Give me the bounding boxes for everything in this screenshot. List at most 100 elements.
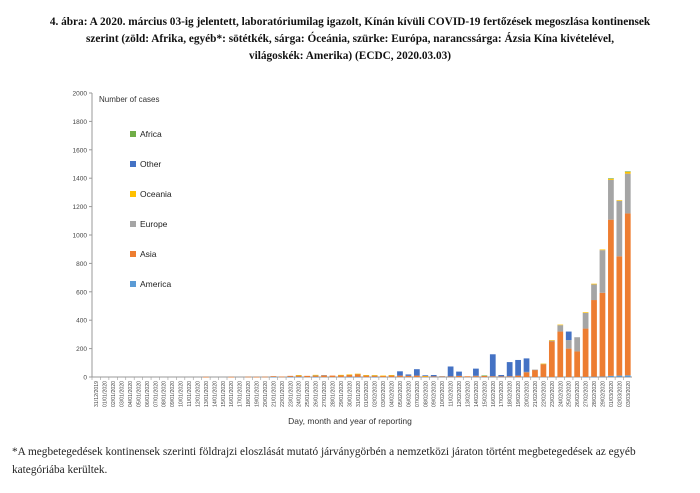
bar-segment-asia [262, 376, 268, 378]
bar-segment-oceania [540, 363, 547, 365]
bar-segment-oceania [354, 373, 361, 375]
y-tick-label: 400 [76, 318, 87, 325]
bar-segment-asia [253, 376, 260, 378]
bar-segment-europe [624, 173, 631, 214]
bar-segment-asia [624, 213, 631, 376]
x-axis-label: Day, month and year of reporting [288, 416, 412, 426]
bar-segment-africa [608, 178, 614, 179]
bar-segment-america [591, 376, 597, 378]
x-tick-label: 31/01/2020 [356, 381, 362, 407]
bar-segment-asia [304, 375, 311, 377]
x-tick-label: 11/01/2020 [187, 381, 193, 407]
x-tick-label: 08/02/2020 [423, 381, 429, 407]
x-tick-label: 22/02/2020 [541, 381, 547, 407]
bar-segment-oceania [548, 340, 555, 341]
x-tick-label: 13/02/2020 [465, 381, 471, 407]
x-tick-label: 30/01/2020 [347, 381, 353, 407]
bar-segment-oceania [312, 374, 319, 376]
x-tick-label: 20/01/2020 [263, 381, 269, 407]
bar-segment-oceania [363, 375, 370, 376]
x-tick-label: 15/01/2020 [221, 381, 227, 407]
bar-segment-asia [591, 300, 597, 377]
bar-segment-america [624, 375, 631, 377]
y-tick-label: 1200 [73, 204, 88, 211]
bar-segment-oceania [295, 375, 302, 376]
bar-segment-oceania [591, 283, 597, 285]
x-tick-label: 21/01/2020 [271, 381, 277, 407]
bar-segment-asia [397, 375, 403, 377]
bar-segment-america [312, 376, 319, 378]
x-tick-label: 17/02/2020 [499, 381, 505, 407]
x-tick-label: 16/01/2020 [229, 381, 235, 407]
legend-swatch [130, 281, 136, 287]
bar-segment-asia [456, 375, 462, 377]
bar-segment-europe [312, 375, 319, 376]
caption-line-3: világoskék: Amerika) (ECDC, 2020.03.03) [248, 50, 452, 62]
bar-segment-asia [582, 328, 589, 377]
legend-swatch [130, 161, 136, 167]
y-tick-label: 1400 [73, 176, 88, 183]
y-tick-label: 1600 [73, 147, 88, 154]
bar-segment-america [295, 376, 302, 378]
bar-segment-asia [287, 375, 294, 377]
x-tick-label: 10/02/2020 [440, 381, 446, 407]
bar-segment-europe [532, 369, 538, 371]
x-tick-label: 20/02/2020 [525, 381, 531, 407]
bar-segment-america [616, 375, 623, 377]
x-tick-label: 16/02/2020 [491, 381, 497, 407]
legend: Africa Other Oceania Europe Asia America [130, 129, 172, 289]
x-tick-label: 24/02/2020 [558, 381, 564, 407]
bar-segment-other [515, 359, 521, 376]
bar-segment-asia [540, 364, 547, 377]
x-tick-label: 09/02/2020 [432, 381, 438, 407]
bar-segment-asia [295, 375, 302, 377]
bar-segment-other [489, 354, 496, 377]
x-tick-label: 14/01/2020 [212, 381, 218, 407]
y-axis-label: Number of cases [99, 95, 159, 104]
legend-swatch [130, 251, 136, 257]
bar-segment-oceania [582, 312, 589, 313]
bar-segment-oceania [338, 374, 344, 376]
x-tick-label: 05/02/2020 [398, 381, 404, 407]
x-tick-label: 25/02/2020 [567, 381, 573, 407]
legend-swatch [130, 221, 136, 227]
bar-segment-america [346, 376, 353, 378]
legend-label: America [140, 279, 171, 289]
x-tick-label: 29/01/2020 [339, 381, 345, 407]
x-tick-label: 08/01/2020 [162, 381, 168, 407]
bar-segment-asia [363, 375, 370, 377]
bar-segment-other [523, 358, 530, 372]
x-tick-label: 28/02/2020 [592, 381, 598, 407]
x-tick-label: 06/01/2020 [145, 381, 151, 407]
x-tick-label: 07/01/2020 [153, 381, 159, 407]
bar-segment-america [608, 375, 614, 377]
bar-segment-america [270, 376, 277, 378]
x-tick-label: 01/01/2020 [103, 381, 109, 407]
footnote: *A megbetegedések kontinensek szerinti f… [12, 443, 692, 479]
x-tick-label: 02/01/2020 [111, 381, 117, 407]
x-tick-label: 12/02/2020 [457, 381, 463, 407]
x-tick-label: 06/02/2020 [406, 381, 412, 407]
x-tick-label: 13/01/2020 [204, 381, 210, 407]
x-tick-label: 26/02/2020 [575, 381, 581, 407]
bar-segment-america [582, 376, 589, 378]
bar-segment-europe [616, 200, 623, 257]
bar-segment-europe [473, 375, 479, 377]
x-tick-label: 11/02/2020 [449, 381, 455, 407]
bar-segment-other [422, 375, 429, 377]
x-tick-label: 23/01/2020 [288, 381, 294, 407]
x-tick-label: 19/01/2020 [255, 381, 261, 407]
bar-segment-america [287, 376, 294, 378]
axes: 0 200 400 600 800 1000 1200 1400 1600 1800 2000 31/… [73, 91, 632, 407]
bar-segment-other [405, 374, 412, 376]
caption-line-1: 4. ábra: A 2020. március 03-ig jelentett… [49, 16, 651, 28]
bar-segment-oceania [388, 375, 395, 376]
bar-segment-asia [498, 376, 505, 378]
bar-segment-asia [464, 376, 471, 377]
bar-segment-asia [616, 256, 623, 376]
bar-segment-oceania [608, 178, 614, 180]
x-tick-label: 24/01/2020 [297, 381, 303, 407]
bar-segment-europe [557, 325, 564, 332]
